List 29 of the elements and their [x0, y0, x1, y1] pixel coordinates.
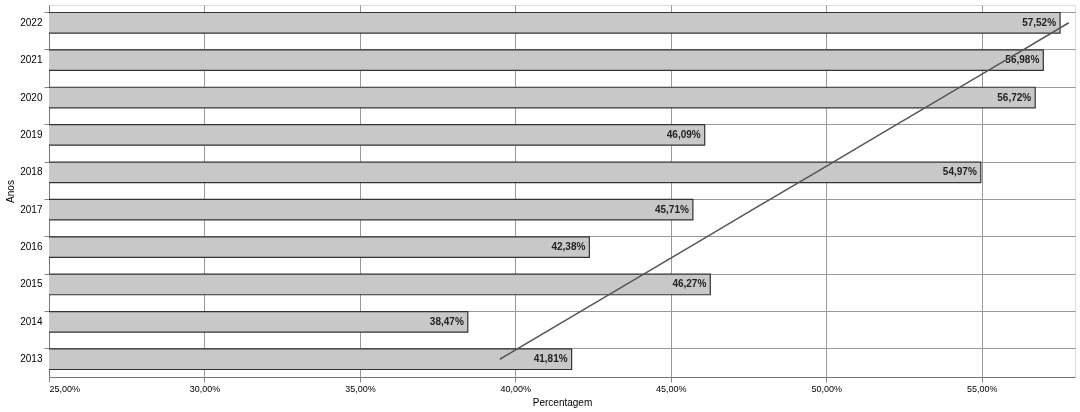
y-tick-label: 2019 — [20, 128, 43, 140]
x-tick-label: 40,00% — [500, 383, 532, 394]
x-tick-label: 55,00% — [966, 383, 998, 394]
y-axis-title: Anos — [5, 180, 17, 203]
data-label: 56,98% — [1005, 54, 1040, 66]
data-label: 38,47% — [429, 315, 464, 327]
data-label: 57,52% — [1022, 16, 1057, 28]
y-tick-label: 2022 — [20, 16, 43, 28]
y-tick-label: 2015 — [20, 278, 43, 290]
y-tick-label: 2021 — [20, 54, 43, 66]
y-tick-label: 2016 — [20, 241, 43, 253]
data-label: 46,09% — [666, 128, 701, 140]
y-tick-label: 2013 — [20, 353, 43, 365]
data-label: 46,27% — [672, 278, 707, 290]
x-tick-label: 45,00% — [656, 383, 687, 394]
y-tick-label: 2014 — [20, 315, 43, 327]
x-axis-title: Percentagem — [532, 396, 593, 408]
x-tick-label: 30,00% — [189, 383, 221, 394]
y-tick-label: 2020 — [20, 91, 43, 103]
data-label: 56,72% — [997, 91, 1032, 103]
data-label: 41,81% — [533, 353, 568, 365]
y-tick-label: 2017 — [20, 203, 43, 215]
y-tick-label: 2018 — [20, 166, 43, 178]
x-tick-label: 35,00% — [345, 383, 376, 394]
data-label: 54,97% — [942, 166, 977, 178]
x-tick-label: 50,00% — [811, 383, 843, 394]
x-tick-label: 25,00% — [49, 383, 81, 394]
data-label: 45,71% — [654, 203, 689, 215]
data-label: 42,38% — [551, 241, 586, 253]
